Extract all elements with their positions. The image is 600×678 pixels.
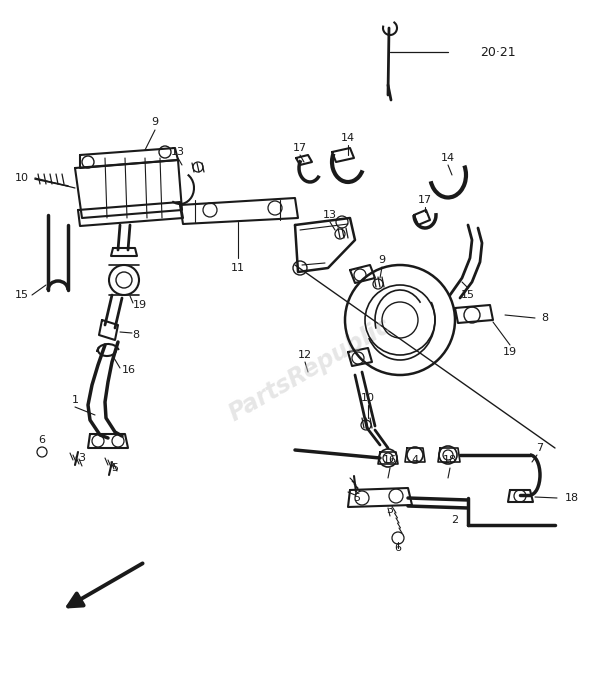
Text: 2: 2: [451, 515, 458, 525]
Text: 12: 12: [298, 350, 312, 360]
Text: 5: 5: [112, 463, 119, 473]
Text: 6: 6: [38, 435, 46, 445]
Text: 11: 11: [231, 263, 245, 273]
Text: 20·21: 20·21: [480, 45, 515, 58]
Text: 5: 5: [353, 493, 360, 503]
Text: PartsRepublic: PartsRepublic: [225, 314, 395, 426]
Text: 16: 16: [383, 455, 397, 465]
Text: 18: 18: [565, 493, 579, 503]
Text: 17: 17: [293, 143, 307, 153]
Text: 3: 3: [79, 453, 86, 463]
Text: 4: 4: [412, 455, 419, 465]
Text: 10: 10: [15, 173, 29, 183]
Text: 8: 8: [132, 330, 139, 340]
Text: 19: 19: [133, 300, 147, 310]
Text: 1: 1: [71, 395, 79, 405]
Text: 3: 3: [386, 505, 394, 515]
Text: 7: 7: [536, 443, 544, 453]
Text: 19: 19: [503, 347, 517, 357]
Text: 8: 8: [541, 313, 548, 323]
Text: 14: 14: [341, 133, 355, 143]
Text: 9: 9: [151, 117, 158, 127]
Text: 13: 13: [323, 210, 337, 220]
Text: 17: 17: [418, 195, 432, 205]
Text: 15: 15: [461, 290, 475, 300]
Text: 6: 6: [395, 543, 401, 553]
Text: 10: 10: [361, 393, 375, 403]
Text: 15: 15: [15, 290, 29, 300]
Text: 13: 13: [171, 147, 185, 157]
Text: 16: 16: [122, 365, 136, 375]
Text: 9: 9: [379, 255, 386, 265]
Text: 18: 18: [443, 455, 457, 465]
Text: 14: 14: [441, 153, 455, 163]
